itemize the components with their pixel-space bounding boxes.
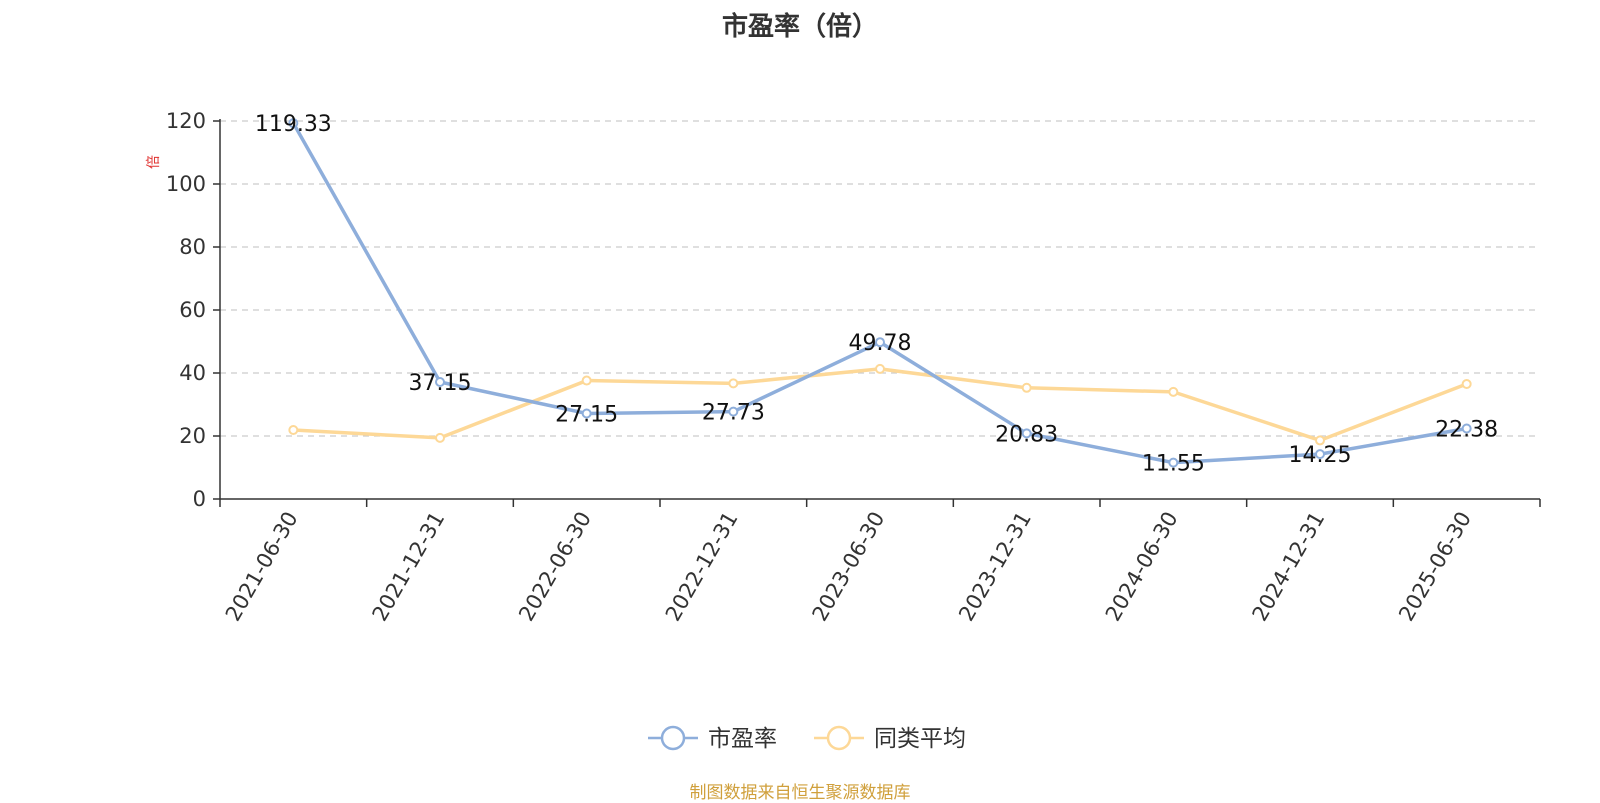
y-tick-label: 20	[179, 424, 206, 448]
x-tick-label: 2023-06-30	[808, 508, 890, 626]
x-tick-label: 2024-12-31	[1248, 508, 1330, 626]
series-lines	[288, 118, 1472, 468]
x-tick-label: 2022-12-31	[661, 508, 743, 626]
data-point	[875, 337, 885, 348]
data-point	[435, 376, 445, 387]
data-label: 49.78	[849, 331, 912, 356]
data-point	[1021, 428, 1032, 439]
data-point	[1315, 449, 1325, 460]
x-tick-label: 2022-06-30	[514, 508, 596, 626]
data-point	[1168, 457, 1179, 468]
y-tick-label: 100	[166, 172, 206, 196]
y-tick-label: 40	[179, 361, 206, 385]
data-label: 119.33	[255, 112, 332, 137]
source-note: 制图数据来自恒生聚源数据库	[689, 783, 911, 803]
y-tick-label: 0	[193, 487, 206, 511]
chart-title: 市盈率（倍）	[721, 12, 878, 42]
data-point	[1021, 382, 1032, 393]
x-tick-label: 2025-06-30	[1394, 508, 1476, 626]
y-axis-label: 倍	[146, 155, 162, 169]
y-tick-label: 80	[179, 235, 206, 259]
data-point	[581, 408, 592, 419]
legend-marker-icon	[660, 725, 686, 751]
data-label: 27.15	[555, 402, 618, 427]
data-point	[581, 375, 592, 386]
data-labels: 119.33 37.15 27.15 27.73 49.78 20.83 11.55 14.2…	[255, 112, 1498, 477]
x-tick-label: 2023-12-31	[954, 508, 1036, 626]
data-point	[1315, 435, 1325, 446]
legend-label: 同类平均	[874, 726, 966, 752]
legend-label: 市盈率	[708, 726, 777, 752]
data-point	[728, 406, 739, 417]
data-label: 11.55	[1142, 452, 1205, 477]
data-label: 20.83	[995, 422, 1058, 447]
data-point	[875, 363, 885, 374]
legend: 市盈率 同类平均	[648, 725, 966, 752]
data-point	[1461, 379, 1472, 390]
data-label: 14.25	[1289, 443, 1352, 468]
data-point	[435, 432, 445, 443]
axes: 0 20 40 60 80 100 120 2021-06-30 2021-12-31 2022-…	[166, 109, 1541, 626]
data-point	[728, 378, 739, 389]
x-tick-label: 2021-12-31	[368, 508, 450, 626]
y-tick-label: 120	[166, 109, 206, 133]
legend-marker-icon	[826, 725, 852, 751]
data-point	[288, 425, 299, 436]
data-label: 22.38	[1435, 418, 1498, 443]
data-point	[288, 118, 299, 129]
data-point	[1168, 386, 1179, 397]
series-line	[291, 122, 1467, 465]
y-tick-label: 60	[179, 298, 206, 322]
data-label: 37.15	[409, 371, 472, 396]
data-label: 27.73	[702, 401, 765, 426]
x-tick-label: 2024-06-30	[1101, 508, 1183, 626]
x-tick-label: 2021-06-30	[221, 508, 303, 626]
data-point	[1461, 423, 1472, 434]
